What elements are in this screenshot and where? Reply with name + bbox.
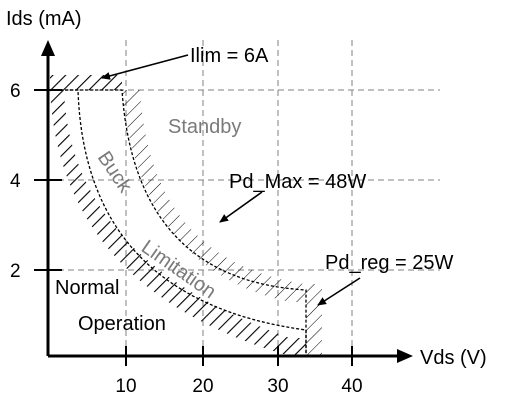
buck-label: Buck	[93, 147, 137, 197]
x-axis-label: Vds (V)	[420, 347, 487, 369]
tick-marks	[34, 89, 353, 366]
x-tick-label-20: 20	[192, 376, 213, 397]
y-tick-label-2: 2	[10, 261, 21, 282]
x-tick-label-30: 30	[267, 376, 288, 397]
outer-hatch-band	[50, 75, 306, 356]
x-tick-label-10: 10	[115, 376, 136, 397]
axes	[46, 52, 402, 358]
standby-region-label: Standby	[168, 116, 241, 138]
annotation-arrows	[101, 54, 361, 306]
inner-hatch-band	[122, 90, 322, 356]
x-tick-label-40: 40	[341, 376, 362, 397]
ilim-label: Ilim = 6A	[190, 45, 269, 67]
y-axis-label: Ids (mA)	[6, 8, 82, 30]
y-axis-arrow-icon	[41, 40, 55, 56]
y-tick-label-6: 6	[10, 81, 21, 102]
y-tick-label-4: 4	[10, 171, 21, 192]
x-axis-arrow-icon	[397, 349, 413, 363]
pd-max-label: Pd_Max = 48W	[229, 171, 366, 193]
normal-operation-label-line1: Normal	[55, 277, 119, 299]
limit-curves	[50, 89, 307, 356]
normal-operation-label-line2: Operation	[78, 313, 166, 335]
pd-reg-label: Pd_reg = 25W	[325, 252, 454, 274]
